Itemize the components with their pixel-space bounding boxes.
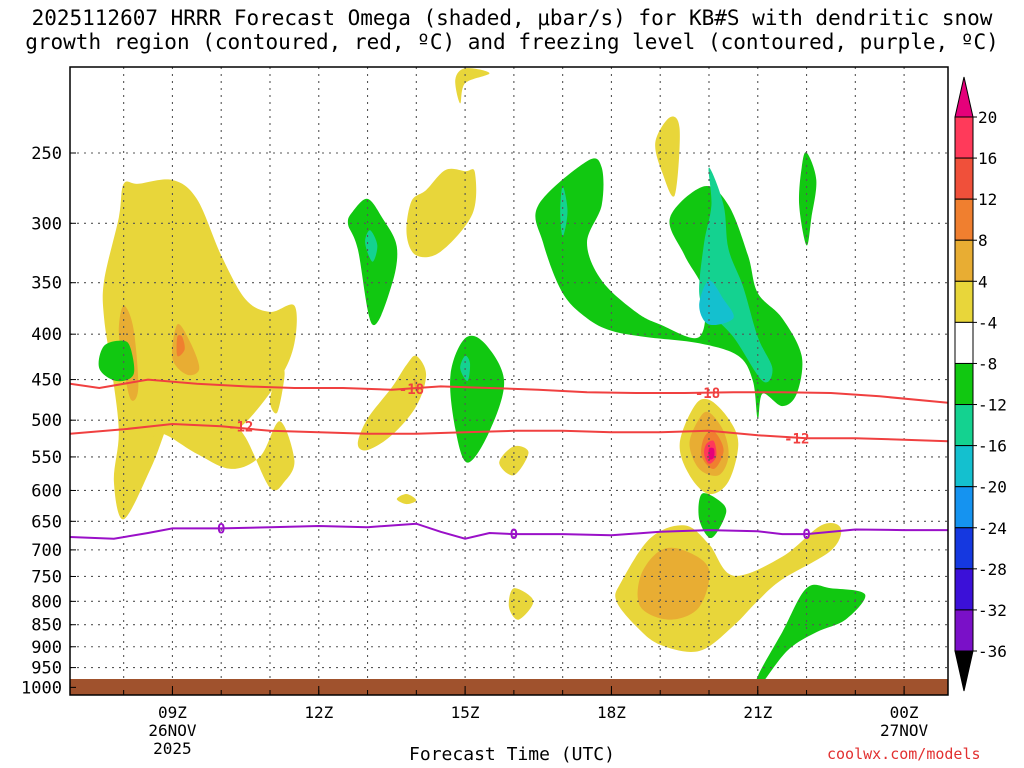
omega-region-sink-10-over (708, 447, 715, 460)
omega-region-rise-2 (98, 340, 135, 382)
colorbar-band (954, 445, 974, 488)
x-tick-label: 18Z (597, 703, 626, 722)
y-tick-label: 1000 (21, 678, 62, 698)
y-tick-label: 750 (31, 567, 62, 587)
omega-region-sink-9 (655, 116, 680, 197)
dgz-contour-line (70, 378, 948, 404)
omega-region-rise-3-core (365, 230, 378, 262)
colorbar-label: -8 (978, 354, 997, 373)
colorbar-over-arrow (954, 76, 974, 118)
colorbar-band (954, 157, 974, 200)
omega-region-rise-7 (698, 493, 727, 539)
y-tick-label: 400 (31, 325, 62, 345)
omega-region-rise-9 (799, 152, 817, 246)
colorbar-label: 8 (978, 231, 988, 250)
y-tick-label: 900 (31, 638, 62, 658)
colorbar-label: -32 (978, 601, 1007, 620)
dgz-contour-label: -12 (228, 419, 253, 435)
freezing-contour-label: 0 (510, 527, 518, 543)
y-tick-label: 650 (31, 512, 62, 532)
colorbar-label: -24 (978, 519, 1007, 538)
colorbar-label: 4 (978, 272, 988, 291)
omega-region-sink-1 (102, 179, 297, 520)
omega-region-sink-6 (357, 355, 427, 451)
colorbar-band (954, 527, 974, 570)
y-tick-label: 450 (31, 371, 62, 391)
omega-region-sink-2-peak (176, 335, 185, 357)
y-tick-label: 950 (31, 659, 62, 679)
site-credit[interactable]: coolwx.com/models (827, 745, 981, 763)
dgz-contour-label: -12 (784, 431, 809, 447)
y-tick-label: 350 (31, 274, 62, 294)
temperature-contours: -18 -18 -12 -12 0 0 0 (70, 378, 948, 543)
y-tick-label: 250 (31, 144, 62, 164)
omega-region-sink-5 (455, 68, 490, 104)
x-axis-label: Forecast Time (UTC) (409, 744, 615, 765)
y-tick-label: 600 (31, 481, 62, 501)
colorbar-label: -20 (978, 478, 1007, 497)
colorbar-band (954, 568, 974, 611)
y-tick-label: 700 (31, 541, 62, 561)
x-tick-label: 09Z (158, 703, 187, 722)
colorbar-band (954, 362, 974, 406)
plot-frame (69, 66, 949, 696)
x-tick-year: 2025 (153, 739, 192, 758)
omega-region-rise-3 (347, 198, 398, 326)
y-tick-label: 500 (31, 411, 62, 431)
omega-region-sink-11-core (637, 547, 710, 620)
colorbar-band (954, 198, 974, 241)
colorbar-band (954, 116, 974, 159)
ground-bar (70, 679, 948, 695)
omega-region-rise-5-core (560, 186, 568, 237)
colorbar-band (954, 486, 974, 529)
y-tick-label: 850 (31, 616, 62, 636)
colorbar: 20 16 12 8 4 -4 -8 -12 -16 -20 -24 -28 -32 -36 (954, 76, 1007, 692)
colorbar-label: -16 (978, 437, 1007, 456)
omega-region-rise-6-core (699, 167, 773, 383)
y-tick-label: 800 (31, 592, 62, 612)
omega-region-sink-4 (406, 168, 477, 258)
x-tick-date: 26NOV (148, 721, 197, 740)
freezing-contour-label: 0 (802, 527, 810, 543)
omega-region-sink-8 (396, 493, 417, 505)
colorbar-band (954, 239, 974, 282)
colorbar-band (954, 321, 974, 364)
x-tick-label: 12Z (304, 703, 333, 722)
axes: 2503003504004505005506006507007508008509… (21, 144, 928, 758)
omega-region-sink-3 (269, 366, 285, 414)
colorbar-band (954, 404, 974, 447)
colorbar-label: -12 (978, 396, 1007, 415)
colorbar-label: -36 (978, 642, 1007, 661)
dgz-contour-label: -18 (695, 386, 720, 402)
colorbar-label: 12 (978, 190, 997, 209)
omega-region-sink-12 (508, 588, 534, 620)
x-tick-label: 00Z (890, 703, 919, 722)
omega-region-rise-6-peak (699, 280, 734, 326)
colorbar-label: 20 (978, 108, 997, 127)
x-tick-label: 21Z (743, 703, 772, 722)
omega-shading (98, 68, 866, 690)
dgz-contour-label: -18 (399, 382, 424, 398)
colorbar-band (954, 609, 974, 652)
colorbar-label: -4 (978, 313, 997, 332)
x-tick-date: 27NOV (880, 721, 929, 740)
x-tick-label: 15Z (451, 703, 480, 722)
freezing-contour-label: 0 (217, 521, 225, 537)
chart-title: 2025112607 HRRR Forecast Omega (shaded, … (25, 6, 999, 54)
y-tick-label: 550 (31, 448, 62, 468)
freezing-contour-line (70, 522, 948, 540)
y-tick-label: 300 (31, 214, 62, 234)
colorbar-label: -28 (978, 560, 1007, 579)
colorbar-band (954, 280, 974, 323)
colorbar-label: 16 (978, 149, 997, 168)
dgz-contour-line (70, 422, 948, 443)
omega-region-rise-8 (754, 584, 866, 690)
colorbar-under-arrow (954, 650, 974, 692)
